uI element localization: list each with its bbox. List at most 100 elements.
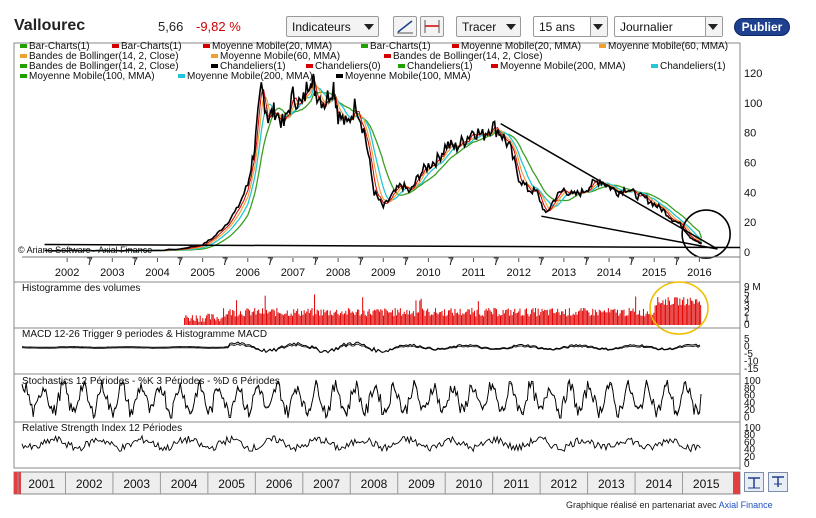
chevron-down-icon: [506, 24, 516, 30]
x-tick-label: 7: [629, 256, 635, 268]
x-tick-label: 2016: [687, 267, 711, 279]
macd-tick-label: -15: [744, 364, 759, 375]
legend-swatch: [203, 44, 210, 48]
price-line: [44, 73, 703, 252]
legend-swatch: [452, 44, 459, 48]
x-tick-label: 7: [583, 256, 589, 268]
interval-select[interactable]: Journalier: [614, 16, 723, 37]
x-tick-label: 7: [312, 256, 318, 268]
period-value: 15 ans: [539, 19, 576, 34]
legend-swatch: [211, 64, 218, 68]
legend-entry: Bar-Charts(1): [29, 41, 90, 52]
y-tick-label: 20: [744, 217, 756, 229]
stochastics-tick-label: 60: [744, 391, 756, 402]
ma-20-line: [44, 77, 702, 252]
navigator-year-label: 2004: [171, 477, 198, 491]
x-tick-label: 2004: [145, 267, 169, 279]
rsi-tick-label: 40: [744, 445, 756, 456]
x-tick-label: 7: [674, 256, 680, 268]
stochastic-d-line: [21, 380, 702, 417]
legend-entry: Moyenne Mobile(100, MMA): [29, 71, 155, 82]
volume-tick-label: 3: [744, 301, 750, 312]
navigator-year-label: 2005: [218, 477, 245, 491]
highlight-circle-price: [681, 209, 731, 259]
x-tick-label: 7: [493, 256, 499, 268]
macd-tick-label: 0: [744, 342, 750, 353]
stochastics-tick-label: 0: [744, 413, 750, 424]
x-tick-label: 2009: [371, 267, 395, 279]
x-tick-label: 2005: [190, 267, 214, 279]
legend-entry: Bandes de Bollinger(14, 2, Close): [393, 51, 543, 62]
watermark-text: © Ariane Software - Axial Finance: [18, 245, 152, 255]
legend-entry: Bandes de Bollinger(14, 2, Close): [29, 51, 179, 62]
macd-tick-label: 5: [744, 334, 750, 345]
rsi-title: Relative Strength Index 12 Périodes: [22, 423, 182, 434]
navigator-year-label: 2009: [408, 477, 435, 491]
stochastics-tick-label: 40: [744, 398, 756, 409]
y-tick-label: 80: [744, 128, 756, 140]
legend-entry: Bandes de Bollinger(14, 2, Close): [29, 61, 179, 72]
last-price: 5,66: [158, 19, 184, 34]
y-tick-label: 120: [744, 68, 762, 80]
navigator-year-label: 2015: [693, 477, 720, 491]
legend-swatch: [112, 44, 119, 48]
x-tick-label: 2006: [236, 267, 260, 279]
y-tick-label: 40: [744, 187, 756, 199]
zoom-out-button[interactable]: [768, 472, 788, 492]
horizontal-line-icon: [424, 20, 440, 33]
legend-swatch: [20, 44, 27, 48]
draw-label: Tracer: [462, 19, 497, 34]
legend-entry: Moyenne Mobile(60, MMA): [608, 41, 728, 52]
navigator-year-label: 2008: [361, 477, 388, 491]
navigator-right-handle: [733, 472, 740, 494]
legend-entry: Moyenne Mobile(20, MMA): [212, 41, 332, 52]
stochastics-title: Stochastics 12 Périodes - %K 3 Périodes …: [22, 376, 280, 387]
ma-100-line: [44, 85, 703, 252]
legend-swatch: [336, 74, 343, 78]
x-tick-label: 2007: [281, 267, 305, 279]
x-tick-label: 2015: [642, 267, 666, 279]
legend-swatch: [599, 44, 606, 48]
legend-swatch: [20, 74, 27, 78]
volume-title: Histogramme des volumes: [22, 283, 140, 294]
price-change: -9,82 %: [196, 19, 241, 34]
x-tick-label: 7: [267, 256, 273, 268]
x-tick-label: 2002: [55, 267, 79, 279]
indicators-dropdown[interactable]: Indicateurs: [286, 16, 379, 37]
legend-entry: Chandeliers(1): [407, 61, 473, 72]
volume-tick-label: 5: [744, 289, 750, 300]
trendline-icon: [397, 20, 413, 34]
trendline: [541, 215, 718, 250]
footer-brand-link[interactable]: Axial Finance: [718, 500, 773, 510]
x-tick-label: 7: [177, 256, 183, 268]
legend-swatch: [306, 64, 313, 68]
period-select[interactable]: 15 ans: [533, 16, 608, 37]
x-tick-label: 7: [222, 256, 228, 268]
volume-tick-label: 1: [744, 314, 750, 325]
horizontal-line-tool-button[interactable]: [420, 16, 444, 37]
navigator-year-label: 2003: [123, 477, 150, 491]
rsi-line: [21, 434, 701, 453]
zoom-in-button[interactable]: [744, 472, 764, 492]
trendline-tool-button[interactable]: [393, 16, 417, 37]
navigator-year-label: 2002: [76, 477, 103, 491]
x-tick-label: 2010: [416, 267, 440, 279]
publish-button[interactable]: Publier: [734, 18, 790, 36]
legend-swatch: [491, 64, 498, 68]
chevron-down-icon: [593, 24, 603, 30]
x-tick-label: 2013: [552, 267, 576, 279]
macd-trigger-line: [21, 343, 701, 354]
x-tick-label: 2008: [326, 267, 350, 279]
stochastics-tick-label: 100: [744, 376, 761, 387]
ma-60-line: [44, 82, 702, 252]
legend-swatch: [651, 64, 658, 68]
legend-entry: Chandeliers(1): [660, 61, 726, 72]
rsi-tick-label: 20: [744, 452, 756, 463]
navigator-year-label: 2011: [503, 477, 529, 491]
ticker-name: Vallourec: [14, 17, 86, 34]
legend-entry: Chandeliers(0): [315, 61, 381, 72]
navigator-year-label: 2012: [551, 477, 578, 491]
zoom-out-icon: [772, 476, 784, 487]
draw-dropdown[interactable]: Tracer: [456, 16, 521, 37]
top-toolbar: Vallourec 5,66 -9,82 % Indicateurs Trace…: [0, 0, 816, 38]
